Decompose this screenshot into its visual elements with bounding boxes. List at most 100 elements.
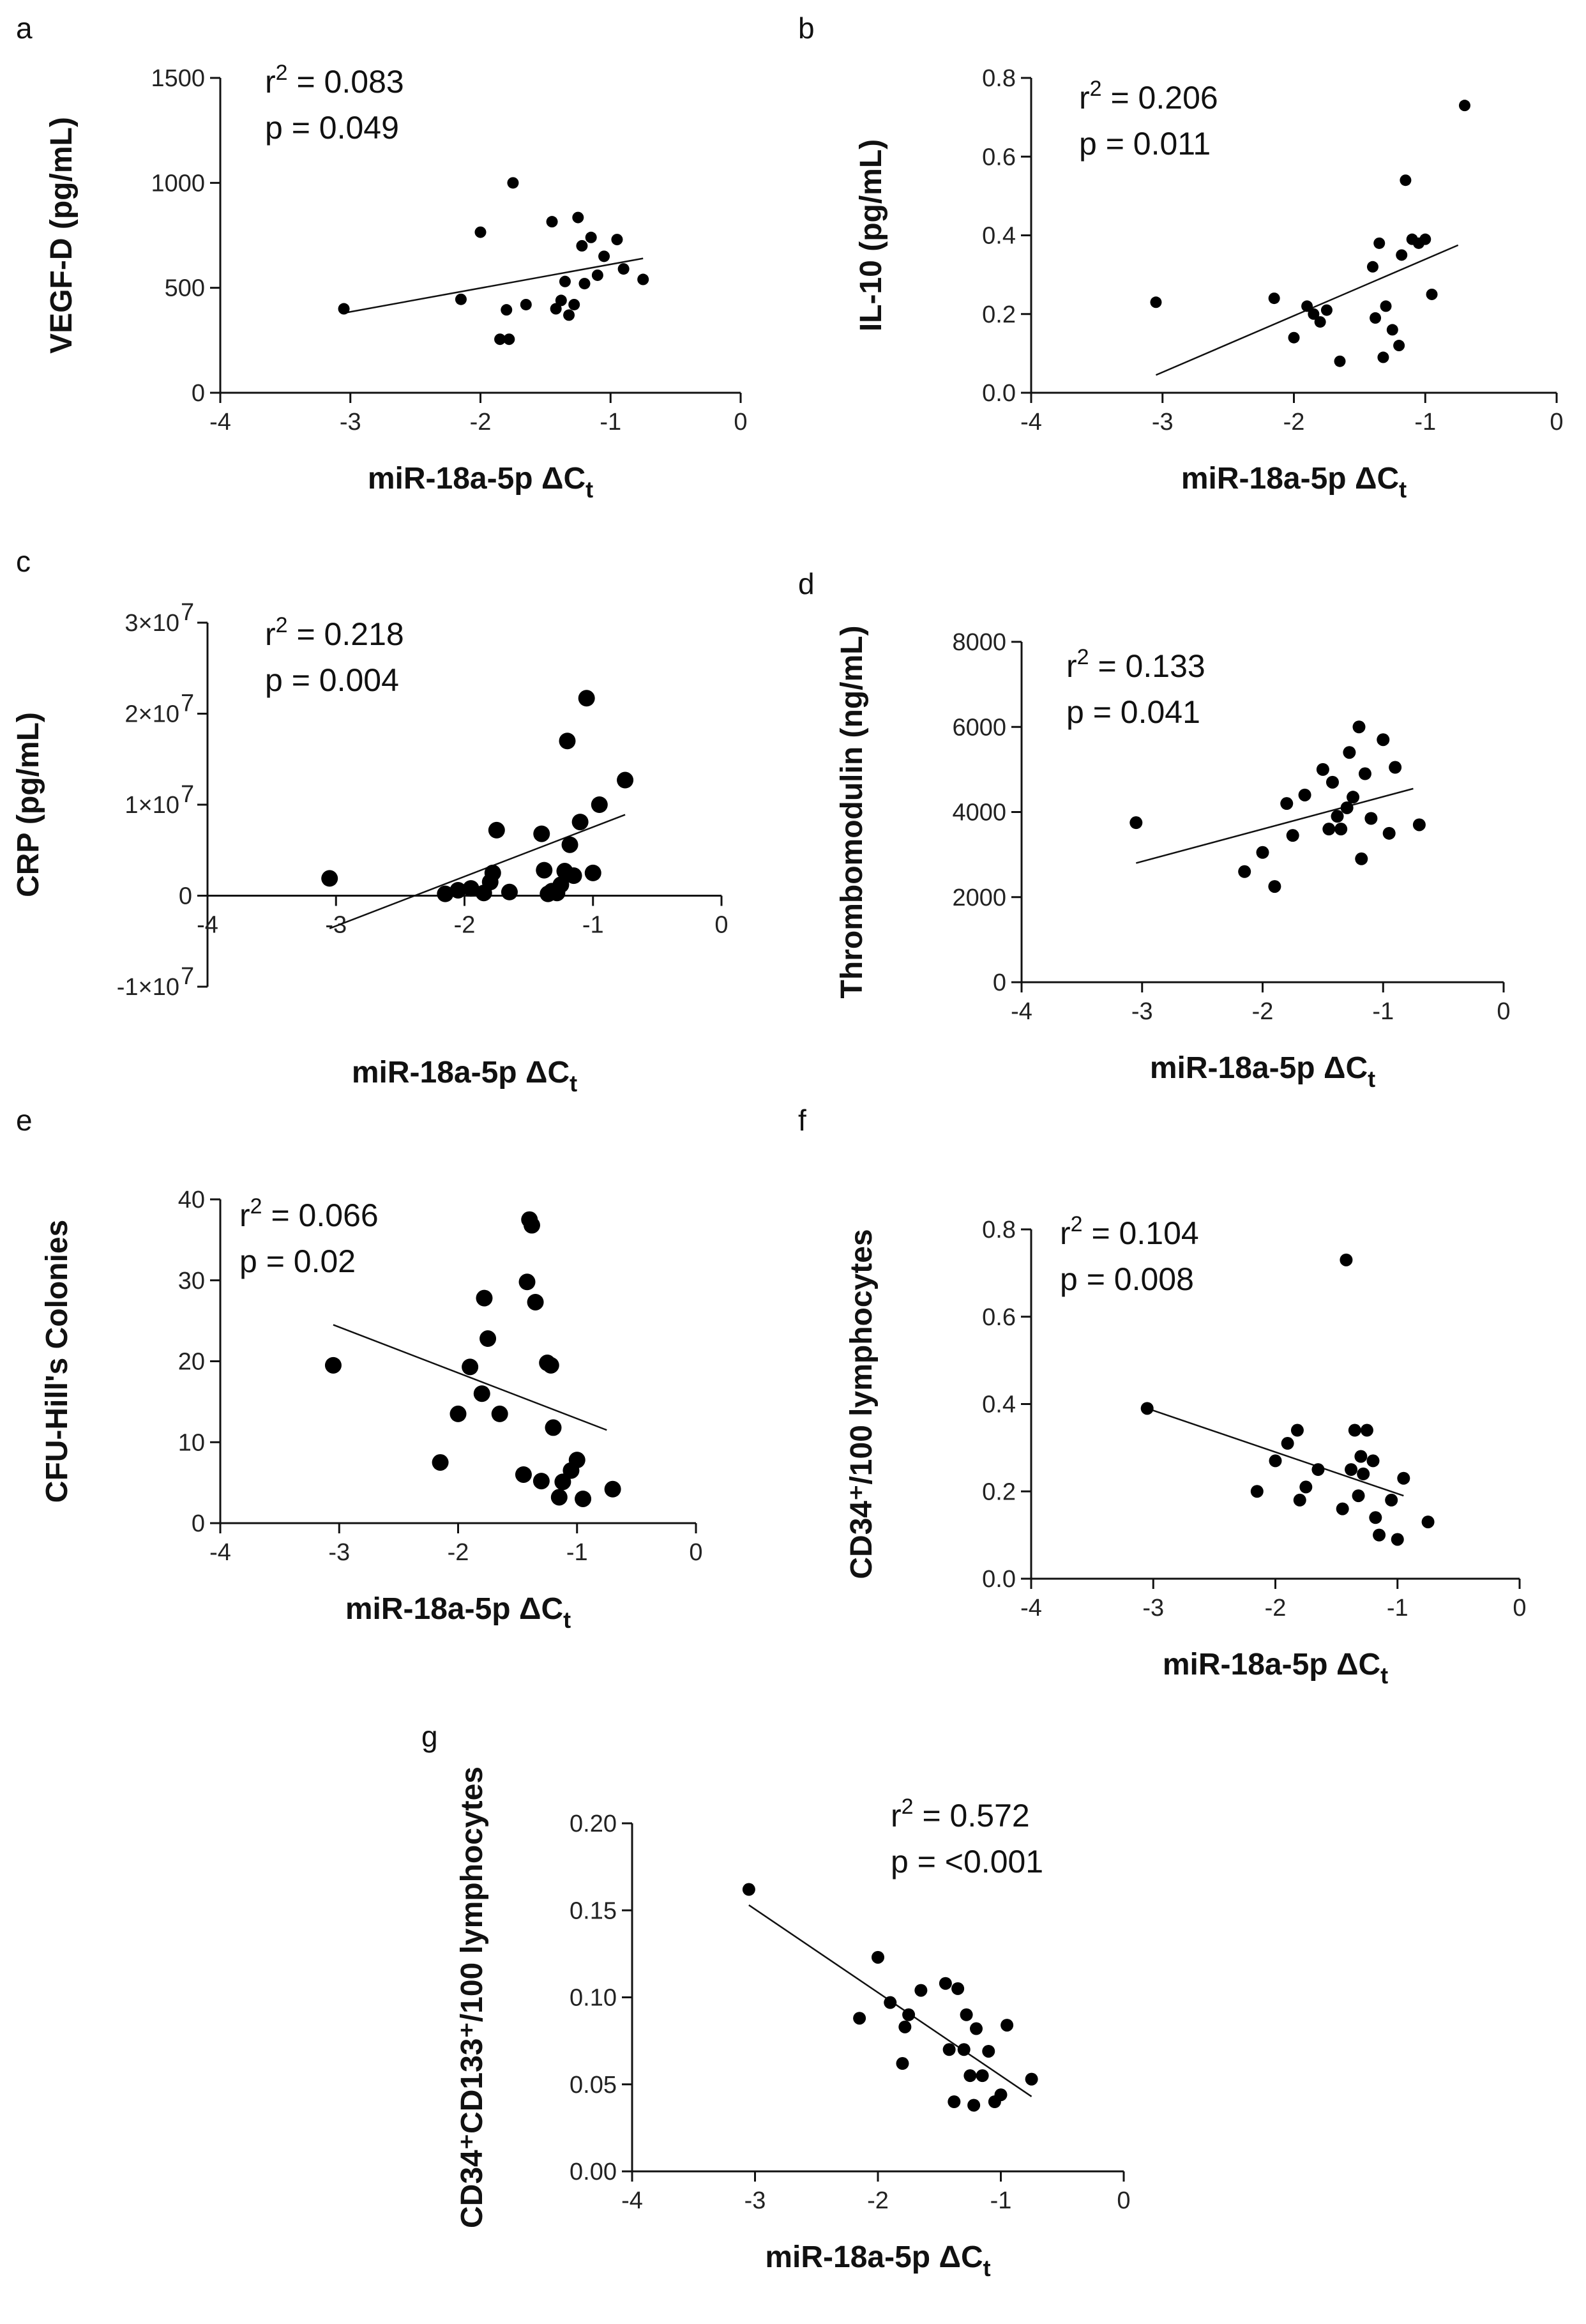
- x-tick-label: -2: [867, 2187, 889, 2214]
- panel-b: b 0.0 0.2 0.4 0.6 0.8 -4 -3 -2 -1 0 miR-18a-5p ΔCt I…: [798, 11, 1564, 503]
- regression-line: [329, 814, 626, 929]
- y-tick-exponent: 7: [181, 781, 194, 808]
- data-point: [542, 1356, 559, 1374]
- y-tick-label: -1×10: [117, 974, 179, 1001]
- data-point: [1385, 1493, 1398, 1507]
- data-point: [1334, 823, 1348, 836]
- data-point: [480, 1330, 497, 1348]
- data-point: [967, 2099, 981, 2112]
- x-tick-label: -4: [197, 912, 218, 939]
- x-tick-label: -3: [340, 409, 361, 436]
- data-point: [532, 1473, 550, 1490]
- data-point: [585, 231, 597, 243]
- data-point: [576, 239, 588, 252]
- data-point: [1377, 733, 1390, 747]
- data-point: [1348, 1424, 1361, 1437]
- data-point: [1421, 1515, 1435, 1529]
- data-point: [1150, 296, 1162, 308]
- r-squared-label: r2 = 0.083: [265, 61, 404, 100]
- data-point: [578, 690, 595, 707]
- y-tick-label: 0.4: [982, 1392, 1016, 1418]
- x-tick-label: -1: [582, 912, 604, 939]
- data-point: [462, 1358, 479, 1376]
- panel-label: c: [16, 545, 31, 578]
- data-point: [449, 1405, 467, 1422]
- panel-label: a: [16, 11, 33, 45]
- regression-line: [344, 257, 644, 314]
- data-point: [545, 1419, 562, 1436]
- data-point: [507, 177, 519, 189]
- regression-line: [1135, 787, 1414, 864]
- p-value-label: p = 0.011: [1079, 126, 1211, 162]
- data-point: [1373, 1528, 1386, 1542]
- x-tick-label: 0: [1497, 998, 1510, 1025]
- x-tick-label: 0: [1513, 1595, 1526, 1621]
- x-tick-label: -2: [1265, 1595, 1287, 1621]
- data-point: [568, 298, 580, 310]
- data-point: [554, 1473, 571, 1491]
- data-point: [501, 304, 513, 316]
- data-point: [1419, 233, 1431, 245]
- y-axis-title: CD34⁺CD133⁺/100 lymphocytes: [455, 1766, 489, 2228]
- y-tick-label: 0.15: [570, 1897, 617, 1924]
- x-axis-title: miR-18a-5p ΔCt: [345, 1592, 571, 1633]
- data-point: [604, 1480, 621, 1498]
- p-value-label: p = 0.041: [1066, 694, 1200, 730]
- data-point: [1340, 801, 1354, 814]
- p-value-label: p = 0.008: [1060, 1261, 1194, 1297]
- data-point: [1391, 1533, 1404, 1546]
- data-point: [555, 294, 567, 307]
- y-tick-label: 0.8: [982, 65, 1016, 92]
- data-point: [1458, 100, 1470, 112]
- data-point: [1140, 1402, 1154, 1415]
- x-tick-label: -3: [328, 1539, 350, 1566]
- x-tick-label: 0: [1550, 409, 1563, 436]
- data-point: [1001, 2019, 1014, 2032]
- panel-label: b: [798, 11, 815, 45]
- x-axis-title: miR-18a-5p ΔCt: [352, 1056, 577, 1097]
- data-point: [324, 1356, 342, 1374]
- data-point: [520, 298, 532, 310]
- x-tick-label: -4: [1011, 998, 1032, 1025]
- data-point: [1380, 300, 1392, 312]
- regression-line: [333, 1324, 607, 1431]
- data-point: [1400, 174, 1412, 186]
- y-axis-title: CRP (pg/mL): [11, 712, 45, 897]
- data-point: [1250, 1485, 1264, 1498]
- panel-c: c-1×10 701×10 72×10 73×10 7-4 -3 -2 -1 0miR-18a-…: [11, 545, 729, 1097]
- data-point: [1364, 812, 1378, 825]
- data-point: [1369, 1511, 1382, 1524]
- data-point: [1352, 720, 1366, 734]
- x-tick-label: -1: [1414, 409, 1436, 436]
- r-squared-label: r2 = 0.572: [891, 1795, 1030, 1834]
- y-axis-title: CD34⁺/100 lymphocytes: [845, 1229, 879, 1579]
- r-squared-label: r2 = 0.206: [1079, 77, 1218, 116]
- p-value-label: p = <0.001: [891, 1844, 1043, 1880]
- data-point: [1386, 324, 1398, 336]
- data-point: [1355, 852, 1368, 865]
- data-point: [455, 293, 467, 305]
- y-tick-label: 0.4: [982, 223, 1016, 250]
- p-value-label: p = 0.004: [265, 662, 399, 698]
- data-point: [523, 1217, 540, 1234]
- x-tick-label: -4: [621, 2187, 643, 2214]
- data-point: [1354, 1450, 1368, 1463]
- panel-label: g: [421, 1720, 438, 1753]
- data-point: [1238, 865, 1251, 878]
- data-point: [1426, 288, 1438, 300]
- data-point: [1129, 816, 1143, 830]
- y-tick-label: 3×10: [125, 610, 179, 637]
- y-tick-label: 6000: [952, 714, 1006, 741]
- data-point: [1314, 316, 1326, 328]
- data-point: [963, 2069, 977, 2083]
- y-tick-label: 1×10: [125, 792, 179, 819]
- data-point: [1347, 791, 1360, 804]
- y-tick-label: 0.0: [982, 380, 1016, 407]
- x-tick-label: -2: [1252, 998, 1274, 1025]
- y-axis-title: VEGF-D (pg/mL): [45, 117, 79, 354]
- data-point: [896, 2057, 909, 2070]
- data-point: [742, 1883, 755, 1896]
- data-point: [1360, 1424, 1373, 1437]
- data-point: [1336, 1502, 1349, 1515]
